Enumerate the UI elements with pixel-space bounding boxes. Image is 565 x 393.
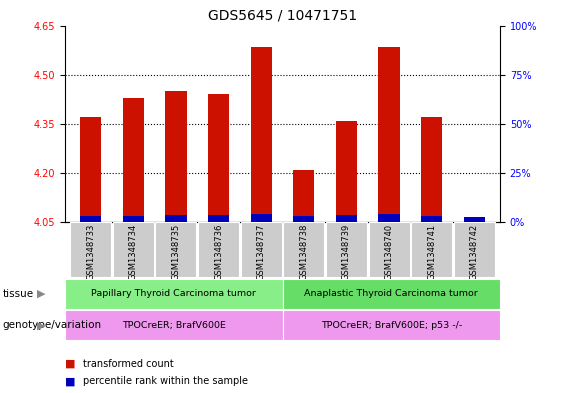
Bar — [250, 47, 272, 222]
Bar — [464, 217, 485, 222]
Text: GSM1348737: GSM1348737 — [257, 224, 266, 280]
Bar — [155, 222, 197, 277]
Bar — [379, 47, 400, 222]
Bar — [336, 215, 357, 222]
Bar — [80, 216, 101, 222]
Text: Papillary Thyroid Carcinoma tumor: Papillary Thyroid Carcinoma tumor — [92, 289, 256, 298]
Bar — [65, 279, 282, 309]
Bar — [65, 310, 282, 340]
Text: GSM1348738: GSM1348738 — [299, 224, 308, 280]
Bar — [293, 170, 315, 222]
Bar — [421, 117, 442, 222]
Bar — [165, 215, 186, 222]
Bar — [293, 216, 315, 222]
Text: GSM1348735: GSM1348735 — [171, 224, 180, 280]
Text: transformed count: transformed count — [83, 358, 174, 369]
Title: GDS5645 / 10471751: GDS5645 / 10471751 — [208, 9, 357, 23]
Text: GSM1348733: GSM1348733 — [86, 224, 95, 280]
Bar — [80, 117, 101, 222]
Bar — [70, 222, 111, 277]
Text: GSM1348739: GSM1348739 — [342, 224, 351, 280]
Text: Anaplastic Thyroid Carcinoma tumor: Anaplastic Thyroid Carcinoma tumor — [305, 289, 478, 298]
Bar — [284, 222, 324, 277]
Bar — [250, 214, 272, 222]
Bar — [165, 91, 186, 222]
Text: ■: ■ — [65, 358, 76, 369]
Text: GSM1348740: GSM1348740 — [385, 224, 394, 280]
Bar — [113, 222, 154, 277]
Bar — [123, 216, 144, 222]
Text: tissue: tissue — [3, 289, 34, 299]
Text: GSM1348741: GSM1348741 — [427, 224, 436, 280]
Bar — [464, 220, 485, 222]
Text: percentile rank within the sample: percentile rank within the sample — [83, 376, 248, 386]
Bar — [326, 222, 367, 277]
Text: ▶: ▶ — [37, 320, 46, 330]
Bar — [198, 222, 239, 277]
Bar — [368, 222, 410, 277]
Bar — [208, 215, 229, 222]
Bar — [336, 121, 357, 222]
Text: TPOCreER; BrafV600E; p53 -/-: TPOCreER; BrafV600E; p53 -/- — [321, 321, 462, 330]
Bar — [411, 222, 452, 277]
Bar — [241, 222, 281, 277]
Bar — [208, 94, 229, 222]
Bar — [282, 279, 500, 309]
Text: TPOCreER; BrafV600E: TPOCreER; BrafV600E — [122, 321, 225, 330]
Bar — [123, 97, 144, 222]
Text: GSM1348742: GSM1348742 — [470, 224, 479, 280]
Text: ■: ■ — [65, 376, 76, 386]
Text: GSM1348736: GSM1348736 — [214, 224, 223, 280]
Bar — [379, 214, 400, 222]
Bar — [421, 216, 442, 222]
Bar — [454, 222, 495, 277]
Text: genotype/variation: genotype/variation — [3, 320, 102, 330]
Text: GSM1348734: GSM1348734 — [129, 224, 138, 280]
Text: ▶: ▶ — [37, 289, 46, 299]
Bar — [282, 310, 500, 340]
